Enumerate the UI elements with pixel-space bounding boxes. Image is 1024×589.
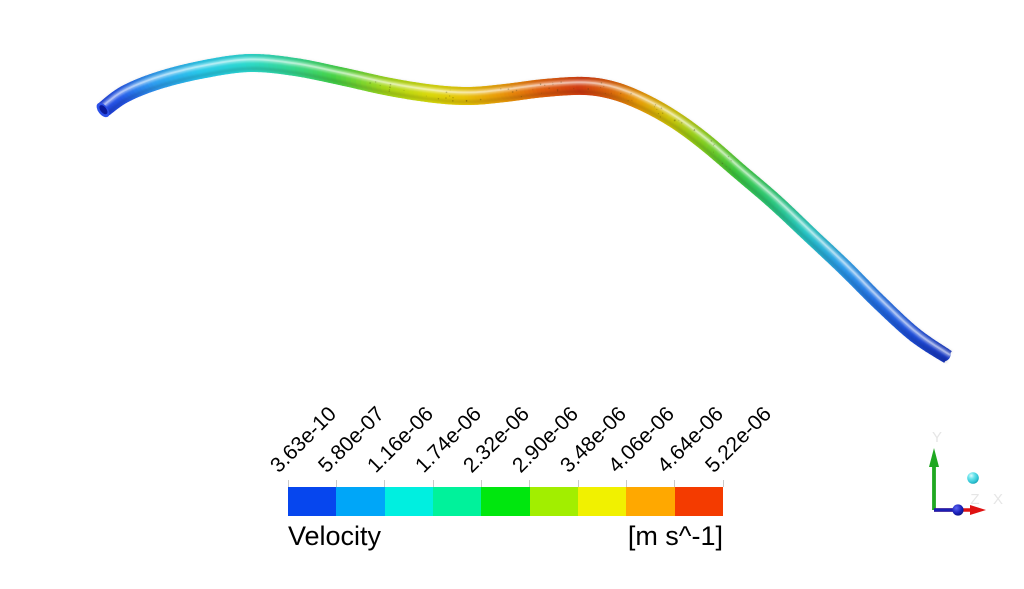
tube-segment: [933, 345, 951, 362]
mesh-speckle: [729, 168, 731, 170]
mesh-speckle: [610, 92, 612, 94]
mesh-speckle: [654, 104, 657, 106]
mesh-speckle: [379, 85, 381, 86]
mesh-speckle: [653, 106, 655, 108]
mesh-speckle: [403, 90, 405, 92]
tube-lower-shade: [104, 66, 948, 363]
x-axis-arrowhead: [970, 505, 986, 515]
z-axis-label: Z: [970, 491, 979, 508]
mesh-speckle: [388, 90, 390, 92]
mesh-speckle: [603, 85, 605, 88]
mesh-speckle: [465, 100, 468, 102]
origin-marker-sphere: [967, 472, 979, 484]
mesh-speckle: [479, 98, 482, 101]
tube-specular-highlight: [98, 57, 952, 357]
mesh-speckle: [713, 151, 715, 153]
mesh-speckle: [507, 88, 510, 91]
mesh-speckle: [500, 88, 502, 90]
mesh-speckle: [604, 93, 606, 95]
mesh-speckle: [727, 155, 730, 158]
mesh-speckle: [389, 86, 391, 89]
mesh-speckle: [515, 89, 518, 92]
inlet-bore: [99, 105, 108, 115]
pipe-velocity-contour: [96, 53, 953, 363]
mesh-speckle: [552, 84, 554, 86]
mesh-speckle: [541, 92, 542, 94]
mesh-speckle: [659, 116, 662, 118]
mesh-speckle: [449, 95, 451, 97]
mesh-speckle: [710, 140, 713, 142]
mesh-speckle: [600, 82, 603, 84]
mesh-speckle: [389, 83, 392, 86]
mesh-speckle: [465, 100, 468, 102]
mesh-speckle: [713, 143, 715, 146]
mesh-speckle: [560, 81, 562, 83]
mesh-speckle: [425, 95, 427, 97]
mesh-speckle: [721, 162, 724, 165]
mesh-speckle: [693, 129, 696, 131]
mesh-speckle: [674, 119, 676, 121]
mesh-speckle: [539, 83, 542, 85]
mesh-speckle: [627, 100, 629, 102]
mesh-speckle: [587, 88, 590, 90]
mesh-speckle: [678, 120, 680, 122]
mesh-speckle: [556, 89, 559, 91]
mesh-speckle: [630, 92, 632, 95]
pipe-inlet-face: [96, 102, 110, 118]
mesh-speckle: [600, 87, 602, 89]
mesh-speckle: [660, 107, 663, 110]
mesh-speckle: [630, 93, 632, 95]
mesh-speckle: [548, 87, 550, 89]
mesh-speckle: [694, 129, 696, 131]
mesh-speckle: [680, 122, 683, 124]
tube-segment: [942, 349, 952, 363]
mesh-speckle: [452, 96, 454, 99]
mesh-speckle: [374, 81, 377, 83]
mesh-speckle: [511, 91, 514, 93]
mesh-speckle: [673, 119, 676, 122]
mesh-speckle: [369, 82, 371, 84]
tube-specular-core: [100, 58, 951, 356]
mesh-speckle: [557, 90, 559, 92]
x-axis-label: X: [993, 491, 1003, 508]
mesh-speckle: [657, 112, 660, 115]
mesh-speckle: [532, 89, 534, 91]
z-axis-ball: [952, 504, 964, 516]
tube-segment: [939, 348, 950, 362]
mesh-speckle: [661, 112, 664, 114]
mesh-speckle: [552, 82, 554, 84]
y-axis-arrowhead: [929, 448, 939, 467]
mesh-speckle: [656, 108, 658, 111]
mesh-speckle: [540, 84, 541, 86]
mesh-speckle: [437, 98, 440, 100]
mesh-speckle: [573, 87, 575, 89]
mesh-speckle: [511, 86, 513, 88]
mesh-speckle: [725, 165, 727, 167]
axis-triad: Y Z X: [929, 429, 1003, 516]
mesh-speckle: [520, 96, 523, 98]
y-axis-label: Y: [932, 429, 942, 446]
mesh-speckle: [445, 91, 448, 94]
mesh-speckle: [712, 144, 714, 146]
mesh-speckle: [445, 97, 447, 99]
mesh-speckle: [452, 100, 454, 102]
mesh-speckle: [631, 99, 633, 101]
mesh-speckle: [544, 84, 546, 87]
mesh-speckle: [388, 89, 391, 91]
mesh-speckle: [449, 89, 451, 91]
mesh-speckle: [730, 160, 732, 162]
tube-upper-shade: [97, 53, 953, 354]
mesh-speckle: [620, 92, 622, 95]
